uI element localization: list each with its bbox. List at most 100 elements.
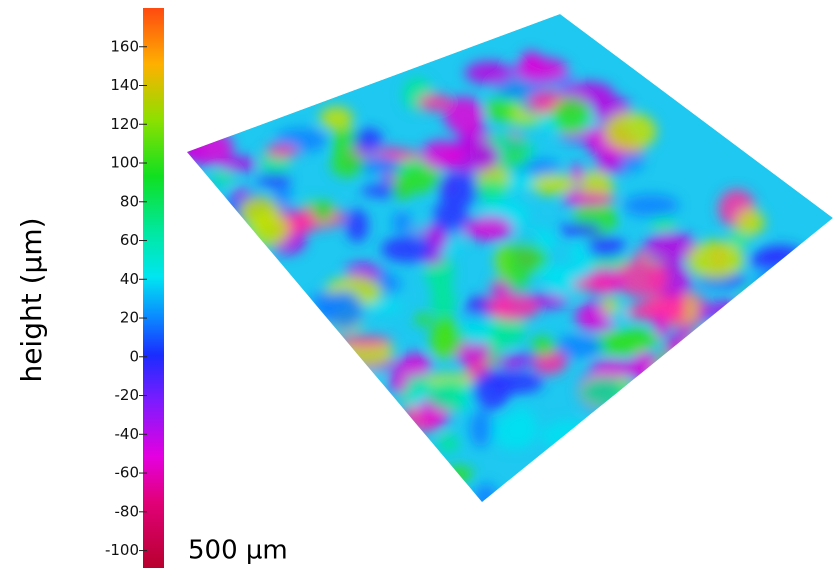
tick-label: 120 [110,115,139,133]
texture-blob [803,301,835,336]
texture-blob [803,405,835,423]
texture-blob [707,441,726,465]
texture-blob [623,194,679,216]
tick-label: -20 [115,386,140,404]
texture-blob [653,354,677,389]
texture-blob [470,410,492,447]
tick-label: -40 [115,425,140,443]
figure: height (µm) 500 µm -100-80-60-40-2002040… [0,0,835,573]
tick-label: -100 [105,541,139,559]
texture-blob [826,376,835,407]
texture-blob [685,333,738,356]
texture-blob [265,144,298,158]
texture-blob [473,484,498,514]
tick-label: 20 [120,309,139,327]
texture-blob [459,314,494,345]
texture-blob [615,464,633,479]
texture-blob [673,326,696,363]
texture-blob [687,240,745,279]
texture-blob [572,277,619,292]
texture-blob [622,412,663,434]
texture-blob [331,151,365,177]
texture-blob [579,376,630,407]
texture-blob [792,424,817,436]
texture-blob [558,223,602,236]
tick-label: 40 [120,270,139,288]
texture-blob [418,94,452,112]
texture-blob [822,355,835,370]
texture-blob [488,295,539,321]
texture-blob [389,369,408,394]
texture-blob [392,177,413,201]
texture-blob [346,209,368,242]
texture-blob [779,279,827,317]
texture-blob [212,171,232,184]
texture-blob [530,336,557,355]
texture-blob [620,397,671,429]
texture-blob [773,389,797,407]
texture-blob [740,286,799,307]
texture-blob [431,285,456,318]
texture-blob [336,336,393,348]
texture-blob [392,211,411,233]
texture-blob [737,209,765,236]
texture-blob [310,293,352,305]
texture-blob [754,281,787,303]
texture-blob [312,200,334,222]
texture-blob [742,291,785,312]
tick-label: -60 [115,464,140,482]
texture-blob [604,112,656,151]
texture-blob [594,158,623,173]
texture-blob [796,411,835,442]
texture-blob [748,251,791,269]
texture-blob [414,313,434,326]
texture-blob [476,179,506,201]
texture-blob [552,97,590,133]
texture-blob [465,216,513,242]
texture-blob [219,156,258,171]
texture-blob [602,297,618,313]
tick-label: 160 [110,37,139,55]
texture-blob [604,458,629,477]
texture-blob [472,371,511,411]
texture-blob [797,402,835,430]
texture-blob [607,329,659,350]
texture-blob [649,429,701,468]
texture-blob [768,305,817,320]
texture-blob [734,400,787,437]
texture-blob [320,106,353,130]
texture-blob [703,301,761,314]
texture-blob [816,340,835,365]
texture-blob [726,386,748,411]
scale-bar-label: 500 µm [188,536,288,566]
surface-render [173,14,835,514]
tick-label: 60 [120,231,139,249]
texture-blob [651,217,676,231]
texture-blob [696,400,718,419]
texture-blob [809,388,835,427]
texture-blob [507,149,523,162]
texture-blob [465,61,513,84]
tick-label: 80 [120,192,139,210]
texture-blob [438,434,459,453]
texture-blob [515,57,569,83]
texture-blob [804,307,820,334]
texture-blob [433,200,469,232]
texture-blob [736,421,765,434]
texture-blob [786,378,805,398]
texture-blob [799,355,817,373]
tick-label: 100 [110,154,139,172]
texture-blob [381,236,433,262]
texture-blob [430,320,463,357]
texture-blob [743,352,759,367]
surface-texture [173,51,835,514]
texture-blob [601,452,661,482]
texture-blob [822,321,835,345]
texture-blob [655,368,679,405]
texture-blob [640,296,682,316]
texture-blob [664,334,719,362]
texture-blob [541,420,595,451]
texture-blob [728,318,766,348]
texture-blob [803,290,835,325]
texture-blob [493,356,529,368]
